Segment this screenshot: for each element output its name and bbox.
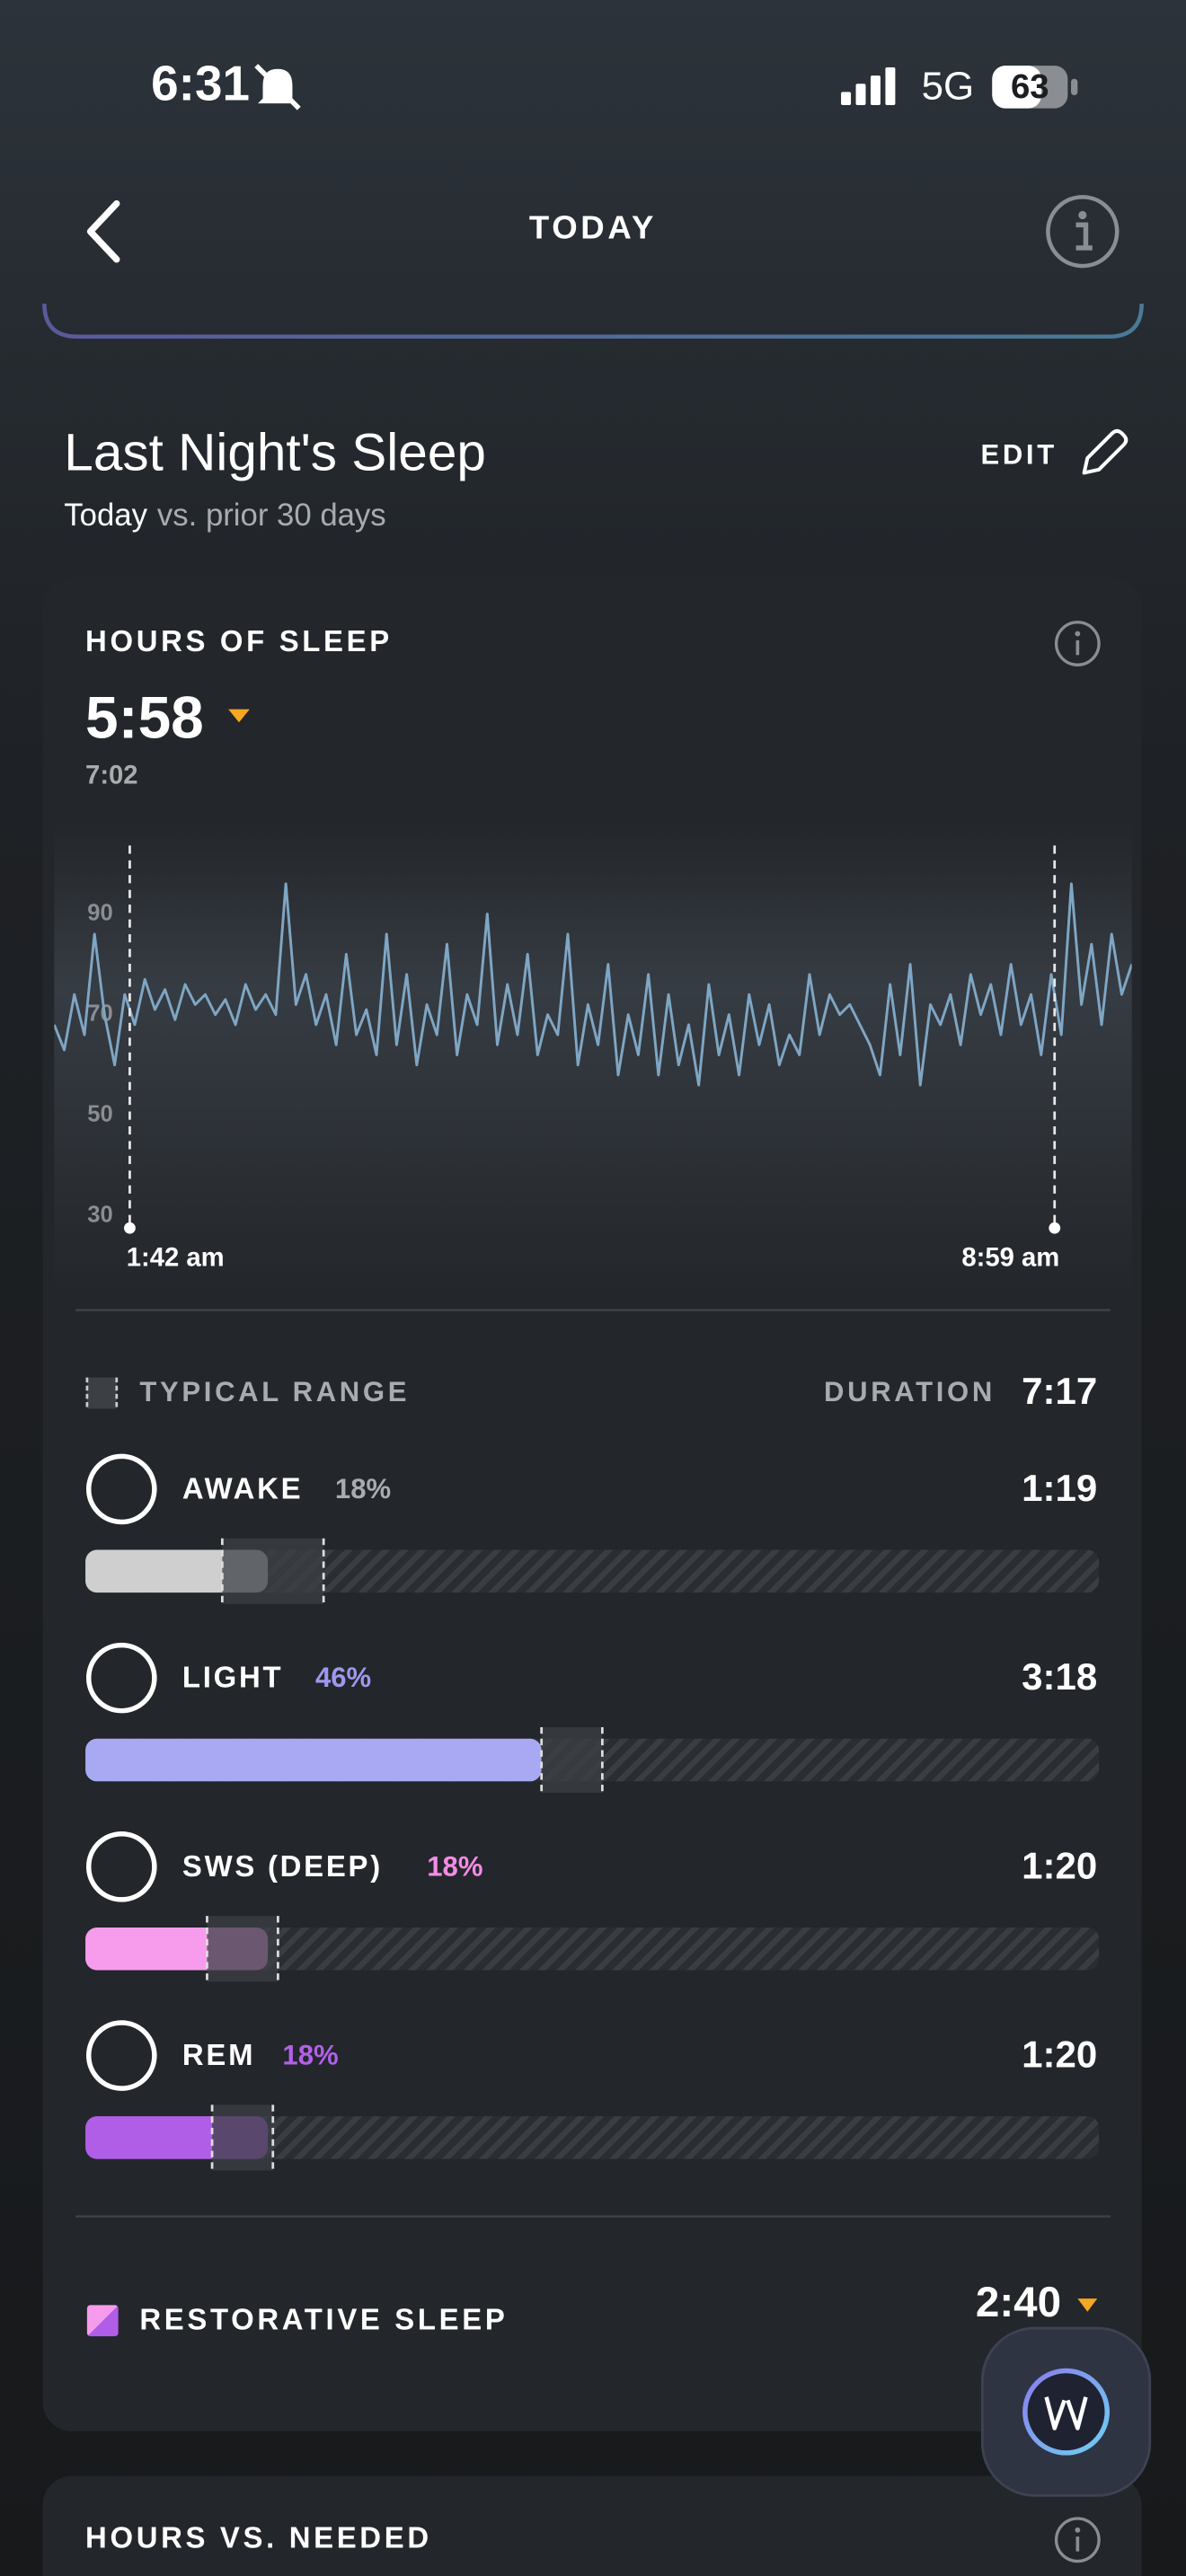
heart-rate-chart: 30 50 70 90 [54, 882, 1132, 1228]
network-label: 5G [922, 64, 975, 108]
stage-name: AWAKE [182, 1471, 303, 1504]
stage-track [85, 2116, 1100, 2159]
next-card [42, 2475, 1142, 2576]
stage-name: REM [182, 2038, 255, 2071]
status-time: 6:31 [151, 55, 250, 110]
y-tick-label: 50 [87, 1102, 112, 1127]
stage-percent: 46% [315, 1662, 371, 1693]
section-subtitle: Today vs. prior 30 days [64, 498, 385, 533]
edit-label: EDIT [980, 438, 1057, 470]
stage-time: 1:20 [1022, 1844, 1097, 1886]
typical-range [541, 1726, 603, 1794]
stage-toggle[interactable] [85, 1453, 157, 1525]
sleep-end-label: 8:59 am [961, 1244, 1059, 1273]
signal-icon [841, 66, 896, 105]
sleep-end-dot [1049, 1222, 1061, 1234]
battery-level: 63 [1011, 67, 1049, 106]
down-indicator [228, 709, 250, 723]
floating-assistant-button[interactable] [980, 2326, 1152, 2497]
subtitle-text: vs. prior 30 days [157, 498, 386, 533]
battery-icon [992, 66, 1078, 109]
stage-time: 1:19 [1022, 1467, 1097, 1509]
card-title: HOURS OF SLEEP [85, 624, 393, 657]
restorative-label: RESTORATIVE SLEEP [139, 2302, 508, 2335]
sleep-baseline: 7:02 [85, 761, 138, 790]
stage-track [85, 1927, 1100, 1971]
typical-range [212, 2104, 273, 2171]
restorative-value: 2:40 [976, 2279, 1061, 2326]
stage-name: LIGHT [182, 1661, 283, 1694]
stage-percent: 18% [427, 1850, 482, 1882]
stage-percent: 18% [335, 1473, 391, 1504]
silent-icon [254, 64, 301, 110]
stage-time: 3:18 [1022, 1655, 1097, 1698]
duration-value: 7:17 [1022, 1370, 1097, 1412]
subtitle-bold: Today [64, 498, 147, 533]
typical-range-icon [85, 1377, 119, 1409]
stage-toggle[interactable] [85, 1831, 157, 1902]
stage-percent: 18% [282, 2040, 338, 2071]
sleep-value: 5:58 [85, 684, 204, 751]
heart-rate-line [54, 882, 1132, 1087]
card-info-button[interactable] [1054, 621, 1101, 666]
next-card-info-button[interactable] [1054, 2517, 1101, 2563]
stage-toggle[interactable] [85, 1642, 157, 1714]
y-tick-label: 90 [87, 900, 112, 925]
nav-title: TODAY [529, 209, 657, 246]
duration-label: DURATION [824, 1376, 996, 1407]
stage-track [85, 1549, 1100, 1593]
info-button[interactable] [1046, 195, 1120, 269]
restorative-icon [86, 2305, 119, 2337]
typical-range [222, 1538, 324, 1604]
previous-card-edge [42, 304, 1144, 340]
sleep-start-dot [124, 1222, 136, 1234]
edit-button[interactable]: EDIT [980, 428, 1128, 475]
down-indicator [1077, 2298, 1098, 2312]
sleep-stages: AWAKE 18% 1:19 LIGHT 46% 3:18 SWS (DEEP) 18% 1:2… [85, 1453, 1100, 2171]
chart-background [54, 820, 1132, 1298]
y-tick-label: 70 [87, 1001, 112, 1026]
stage-name: SWS (DEEP) [182, 1849, 383, 1883]
stage-toggle[interactable] [85, 2020, 157, 2091]
section-title: Last Night's Sleep [64, 424, 486, 482]
next-card-title: HOURS VS. NEEDED [85, 2520, 432, 2554]
sleep-start-label: 1:42 am [127, 1244, 225, 1273]
back-button[interactable] [86, 200, 120, 263]
typical-range [207, 1916, 279, 1982]
typical-range-label: TYPICAL RANGE [139, 1376, 410, 1407]
stage-time: 1:20 [1022, 2033, 1097, 2075]
stage-bar [85, 1738, 542, 1782]
y-tick-label: 30 [87, 1203, 112, 1228]
